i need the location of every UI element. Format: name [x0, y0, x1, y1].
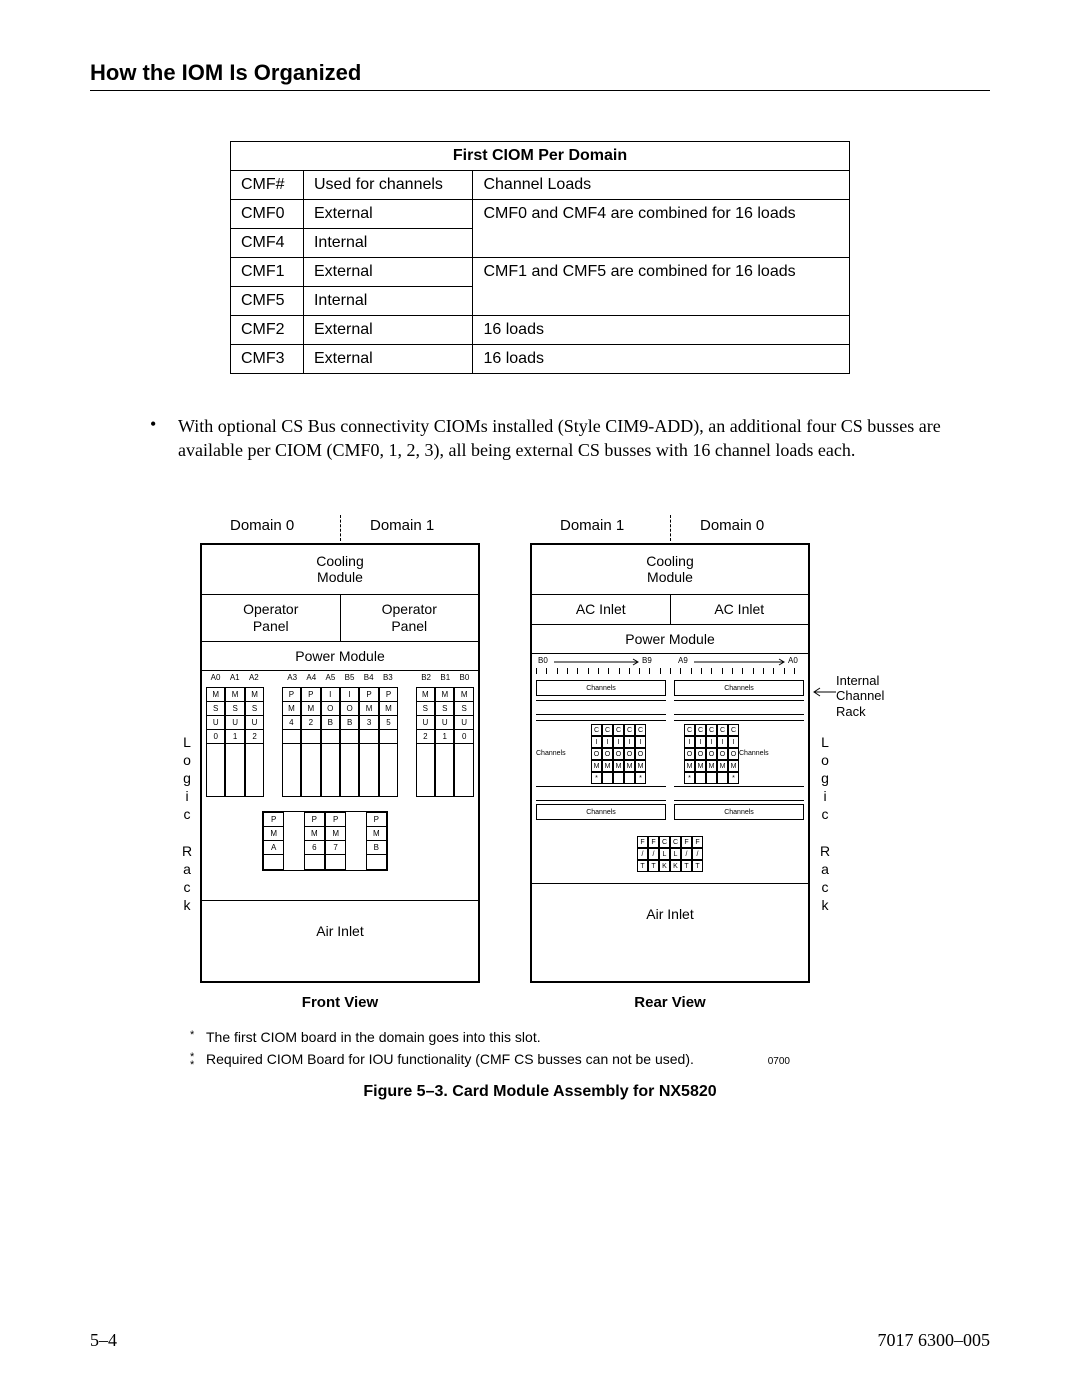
page-number: 5–4 [90, 1330, 117, 1351]
cell: CMF2 [231, 316, 304, 345]
cell: 16 loads [473, 345, 850, 374]
col-loads: Channel Loads [473, 171, 850, 200]
footnote: ** Required CIOM Board for IOU functiona… [190, 1051, 990, 1069]
operator-panel-left: OperatorPanel [202, 595, 341, 641]
doc-number: 7017 6300–005 [878, 1330, 991, 1351]
front-slot-area: A0A1A2A3A4A5B5B4B3B2B1B0 MSU0MSU1MSU2PM4… [202, 671, 478, 901]
ciom-table: First CIOM Per Domain CMF# Used for chan… [230, 141, 850, 374]
domain-label: Domain 1 [560, 517, 624, 534]
cell: CMF5 [231, 287, 304, 316]
cell: Internal [303, 287, 473, 316]
cooling-module: CoolingModule [532, 545, 808, 596]
bullet-text: With optional CS Bus connectivity CIOMs … [178, 414, 950, 463]
bullet-dot: • [150, 414, 178, 463]
table-title: First CIOM Per Domain [231, 142, 850, 171]
cell: CMF3 [231, 345, 304, 374]
footnotes: * The first CIOM board in the domain goe… [190, 1029, 990, 1069]
ac-inlet-right: AC Inlet [671, 595, 809, 624]
footnote-text: Required CIOM Board for IOU functionalit… [206, 1051, 990, 1069]
footnote-text: The first CIOM board in the domain goes … [206, 1029, 990, 1045]
air-inlet: Air Inlet [202, 901, 478, 961]
footnote-symbol: ** [190, 1051, 206, 1069]
cell: CMF1 [231, 258, 304, 287]
cell: CMF4 [231, 229, 304, 258]
cell: External [303, 258, 473, 287]
rear-slot-area: B0B9A9A0ChannelsCIOM*CIOMCIOMCIOMCIOM*Ch… [532, 654, 808, 884]
cell: CMF0 [231, 200, 304, 229]
table-header-row: CMF# Used for channels Channel Loads [231, 171, 850, 200]
operator-panel-right: OperatorPanel [341, 595, 479, 641]
footnote: * The first CIOM board in the domain goe… [190, 1029, 990, 1045]
domain-divider [670, 515, 671, 541]
ac-inlet-left: AC Inlet [532, 595, 671, 624]
front-top-labels: A0A1A2A3A4A5B5B4B3B2B1B0 [206, 673, 474, 682]
cell: External [303, 200, 473, 229]
air-inlet: Air Inlet [532, 884, 808, 944]
cell: Internal [303, 229, 473, 258]
figure-id: 0700 [768, 1056, 790, 1067]
table-row: CMF2 External 16 loads [231, 316, 850, 345]
front-lower-grid: PMAPM6PM7PMB [262, 811, 388, 871]
power-module: Power Module [202, 642, 478, 671]
col-cmf: CMF# [231, 171, 304, 200]
operator-panels: OperatorPanel OperatorPanel [202, 595, 478, 642]
cell: CMF1 and CMF5 are combined for 16 loads [473, 258, 850, 316]
internal-channel-rack-label: InternalChannelRack [836, 673, 884, 720]
table-row: CMF3 External 16 loads [231, 345, 850, 374]
rear-view-label: Rear View [530, 994, 810, 1011]
rear-rack: CoolingModule AC Inlet AC Inlet Power Mo… [530, 543, 810, 983]
ac-inlets: AC Inlet AC Inlet [532, 595, 808, 625]
domain-label: Domain 1 [370, 517, 434, 534]
cooling-module: CoolingModule [202, 545, 478, 596]
table-row: CMF0 External CMF0 and CMF4 are combined… [231, 200, 850, 229]
col-use: Used for channels [303, 171, 473, 200]
page-footer: 5–4 7017 6300–005 [90, 1330, 990, 1351]
figure: Domain 0 Domain 1 Domain 1 Domain 0 Logi… [160, 503, 920, 1023]
domain-label: Domain 0 [700, 517, 764, 534]
power-module: Power Module [532, 625, 808, 654]
footnote-symbol: * [190, 1029, 206, 1045]
cell: 16 loads [473, 316, 850, 345]
front-rack: CoolingModule OperatorPanel OperatorPane… [200, 543, 480, 983]
arrow-icon [812, 687, 838, 697]
bullet-item: • With optional CS Bus connectivity CIOM… [150, 414, 950, 463]
domain-label: Domain 0 [230, 517, 294, 534]
front-slot-grid: MSU0MSU1MSU2PM4PM2IOBIOBPM3PM5MSU2MSU1MS… [206, 687, 474, 797]
section-title: How the IOM Is Organized [90, 60, 990, 91]
figure-wrap: Domain 0 Domain 1 Domain 1 Domain 0 Logi… [90, 503, 990, 1023]
front-view-label: Front View [200, 994, 480, 1011]
cell: CMF0 and CMF4 are combined for 16 loads [473, 200, 850, 258]
cell: External [303, 345, 473, 374]
figure-caption: Figure 5–3. Card Module Assembly for NX5… [90, 1083, 990, 1101]
cell: External [303, 316, 473, 345]
domain-divider [340, 515, 341, 541]
side-label-left: LogicRack [180, 733, 194, 915]
side-label-right: LogicRack [818, 733, 832, 915]
table-row: CMF1 External CMF1 and CMF5 are combined… [231, 258, 850, 287]
